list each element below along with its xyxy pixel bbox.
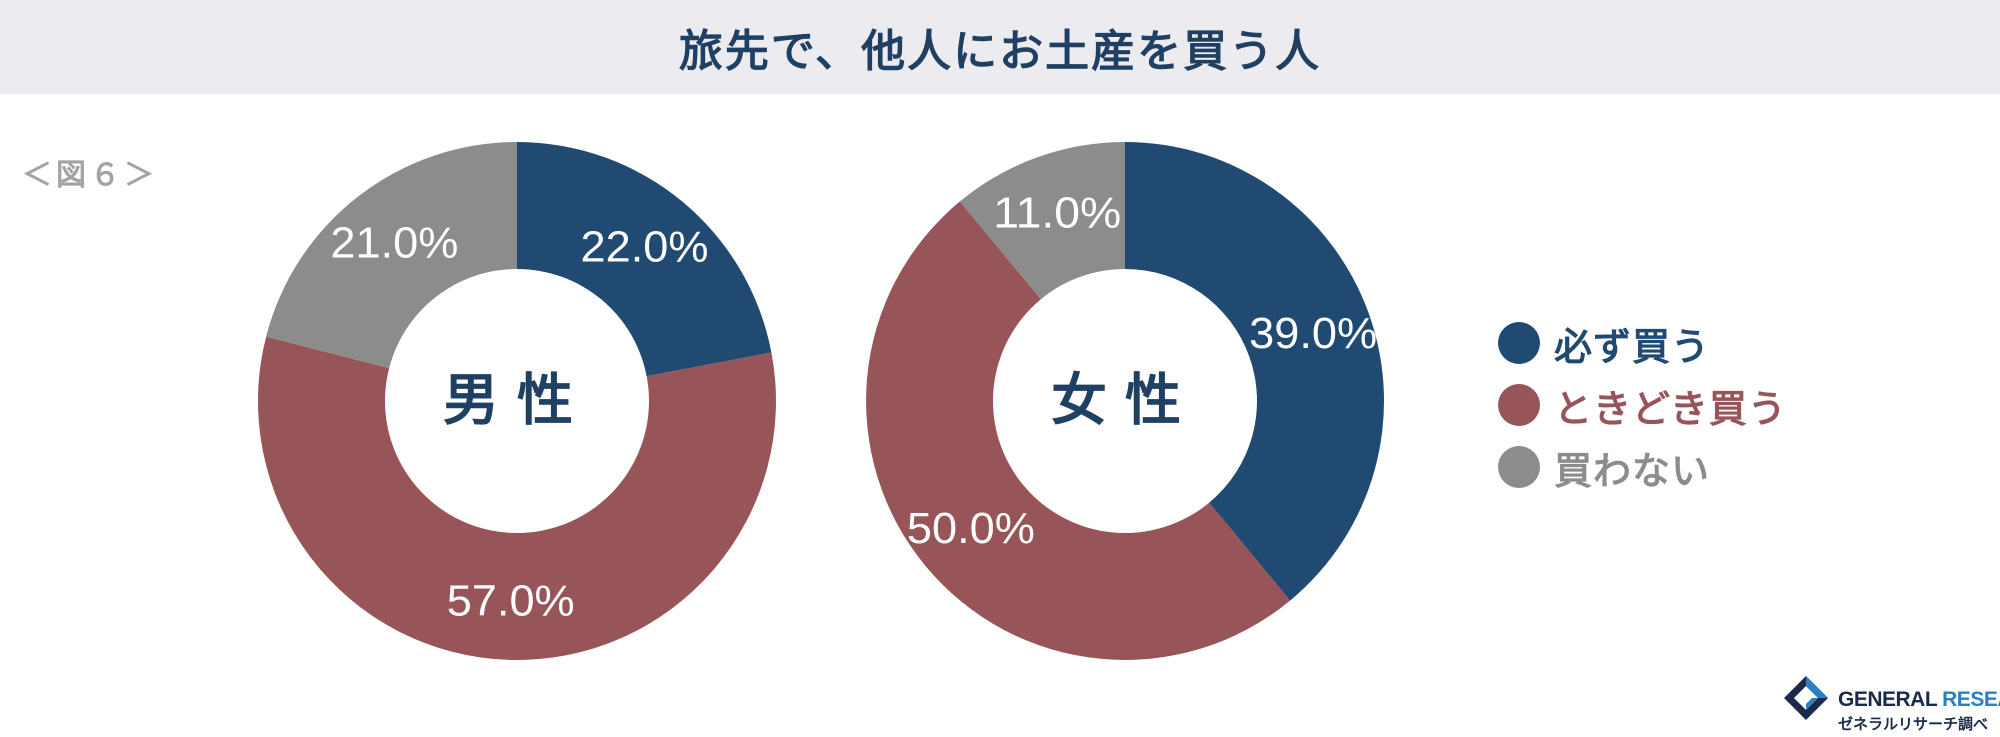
donut-chart-female: 39.0% 50.0% 11.0% 女性 [866,142,1384,660]
slice-always [1125,142,1384,601]
donut-chart-male: 22.0% 57.0% 21.0% 男性 [258,142,776,660]
legend-dot-icon [1498,446,1540,488]
slice-never [959,142,1125,300]
slice-never [266,142,517,369]
donut-center-label: 女性 [1051,369,1199,434]
chart-title: 旅先で、他人にお土産を買う人 [678,26,1322,77]
legend-item-never: 買わない [1498,436,1787,498]
logo-wordmark: GENERAL RESEARCH [1838,688,2000,712]
legend: 必ず買う ときどき買う 買わない [1498,312,1787,498]
legend-label: 必ず買う [1554,324,1711,369]
donut-center-label: 男性 [443,369,591,434]
legend-label: 買わない [1554,448,1711,493]
logo-name-part2: RESEARCH [1942,688,2000,711]
legend-dot-icon [1498,322,1540,364]
figure-label: ＜図６＞ [22,158,158,193]
slice-always [517,142,772,377]
slice-sometimes [866,201,1291,660]
title-bar: 旅先で、他人にお土産を買う人 [0,0,2000,94]
logo-name-part1: GENERAL [1838,688,1937,711]
legend-label: ときどき買う [1554,386,1787,431]
slice-value-label: 39.0% [1249,309,1377,358]
slice-value-label: 50.0% [907,504,1035,553]
logo-subtitle: ゼネラルリサーチ調べ [1838,715,1989,733]
slice-value-label: 11.0% [993,188,1121,237]
slice-sometimes [258,336,776,660]
brand-logo: GENERAL RESEARCH ゼネラルリサーチ調べ [1780,672,2000,734]
logo-mark-icon [1784,676,1828,720]
legend-item-sometimes: ときどき買う [1498,374,1787,436]
slice-value-label: 57.0% [447,576,575,625]
slice-value-label: 22.0% [580,222,708,271]
slice-value-label: 21.0% [330,218,458,267]
legend-dot-icon [1498,384,1540,426]
legend-item-always: 必ず買う [1498,312,1787,374]
